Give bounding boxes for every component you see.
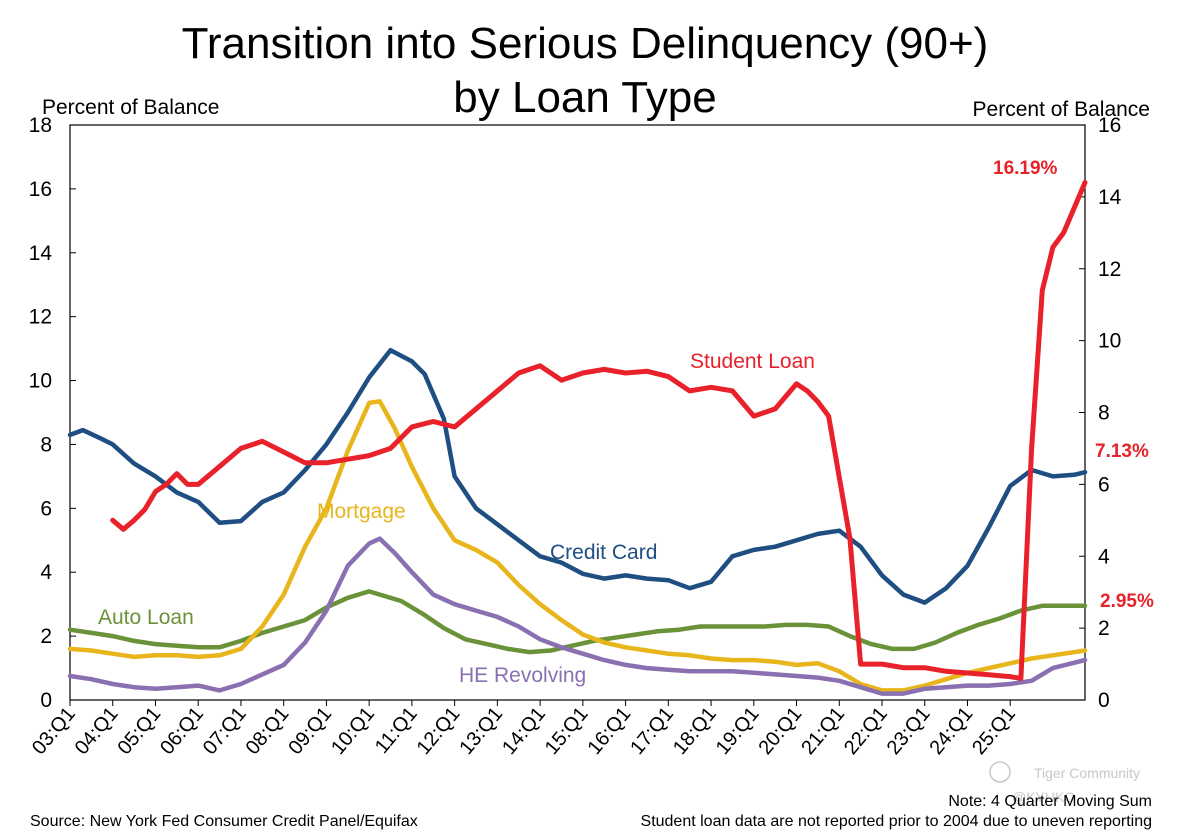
x-tick-label: 04:Q1 — [71, 703, 123, 759]
x-tick-label: 05:Q1 — [113, 703, 165, 759]
x-tick-label: 25:Q1 — [968, 703, 1020, 759]
right-tick-label: 2 — [1098, 617, 1110, 640]
right-tick-label: 12 — [1098, 258, 1121, 281]
plot-area — [69, 124, 1086, 701]
tiger-logo-icon — [989, 761, 1011, 783]
x-tick-label: 21:Q1 — [797, 703, 849, 759]
series-label-he-revolving: HE Revolving — [459, 664, 586, 687]
x-tick-label: 16:Q1 — [584, 703, 636, 759]
chart-title-line1: Transition into Serious Delinquency (90+… — [182, 19, 989, 68]
x-tick-label: 08:Q1 — [242, 703, 294, 759]
series-line-auto-loan — [67, 589, 1088, 655]
x-tick-label: 12:Q1 — [413, 703, 465, 759]
x-tick-label: 06:Q1 — [156, 703, 208, 759]
left-tick-label: 14 — [29, 242, 53, 265]
x-tick-label: 03:Q1 — [28, 703, 80, 759]
watermark-handle: @KYUKO — [1012, 789, 1075, 805]
series-line-student-loan — [110, 180, 1088, 681]
watermark: Tiger Community @KYUKO — [989, 761, 1140, 805]
left-tick-label: 2 — [40, 625, 52, 648]
right-tick-label: 4 — [1098, 545, 1110, 568]
series-label-credit-card: Credit Card — [550, 541, 657, 564]
right-tick-label: 6 — [1098, 473, 1110, 496]
left-tick-label: 6 — [40, 497, 52, 520]
left-axis-title: Percent of Balance — [42, 96, 219, 119]
footer-note2: Student loan data are not reported prior… — [641, 813, 1152, 830]
x-tick-label: 19:Q1 — [712, 703, 764, 759]
series-line-credit-card — [67, 347, 1088, 605]
x-tick-label: 24:Q1 — [925, 703, 977, 759]
x-tick-label: 07:Q1 — [199, 703, 251, 759]
left-tick-label: 0 — [40, 689, 52, 712]
right-tick-label: 10 — [1098, 330, 1121, 353]
right-tick-label: 16 — [1098, 114, 1121, 137]
x-tick-label: 23:Q1 — [883, 703, 935, 759]
left-y-axis: 0 2 4 6 8 10 12 14 16 18 — [29, 114, 76, 712]
x-tick-label: 14:Q1 — [498, 703, 550, 759]
x-tick-label: 13:Q1 — [455, 703, 507, 759]
x-axis: 03:Q104:Q105:Q106:Q107:Q108:Q109:Q110:Q1… — [28, 700, 1020, 759]
chart-title-line2: by Loan Type — [453, 73, 716, 122]
series-line-he-revolving — [67, 536, 1088, 696]
series-labels: Student Loan Credit Card Mortgage Auto L… — [98, 350, 815, 687]
left-tick-label: 12 — [29, 306, 52, 329]
x-tick-label: 18:Q1 — [669, 703, 721, 759]
x-tick-label: 15:Q1 — [541, 703, 593, 759]
footer-source: Source: New York Fed Consumer Credit Pan… — [30, 813, 418, 830]
series-lines — [67, 180, 1088, 696]
value-label-credit-card: 7.13% — [1095, 441, 1149, 462]
watermark-text: Tiger Community — [1034, 765, 1140, 781]
left-tick-label: 8 — [40, 433, 52, 456]
x-tick-label: 20:Q1 — [754, 703, 806, 759]
x-tick-label: 09:Q1 — [284, 703, 336, 759]
right-axis-title: Percent of Balance — [973, 98, 1150, 121]
footer-note: Note: 4 Quarter Moving Sum — [948, 793, 1152, 810]
value-label-auto-loan: 2.95% — [1100, 591, 1154, 612]
left-tick-label: 4 — [40, 561, 52, 584]
right-tick-label: 0 — [1098, 689, 1110, 712]
x-tick-label: 10:Q1 — [327, 703, 379, 759]
right-tick-label: 14 — [1098, 186, 1122, 209]
x-tick-label: 11:Q1 — [371, 703, 422, 758]
left-tick-label: 18 — [29, 114, 52, 137]
left-tick-label: 10 — [29, 370, 52, 393]
series-line-mortgage — [67, 399, 1088, 693]
x-tick-label: 22:Q1 — [840, 703, 892, 759]
series-label-auto-loan: Auto Loan — [98, 606, 194, 629]
left-tick-label: 16 — [29, 178, 52, 201]
value-label-student-loan: 16.19% — [993, 158, 1058, 179]
x-tick-label: 17:Q1 — [626, 703, 678, 759]
right-y-axis: 0 2 4 6 8 10 12 14 16 — [1079, 114, 1122, 712]
right-tick-label: 8 — [1098, 402, 1110, 425]
series-label-mortgage: Mortgage — [317, 500, 406, 523]
series-label-student-loan: Student Loan — [690, 350, 815, 373]
